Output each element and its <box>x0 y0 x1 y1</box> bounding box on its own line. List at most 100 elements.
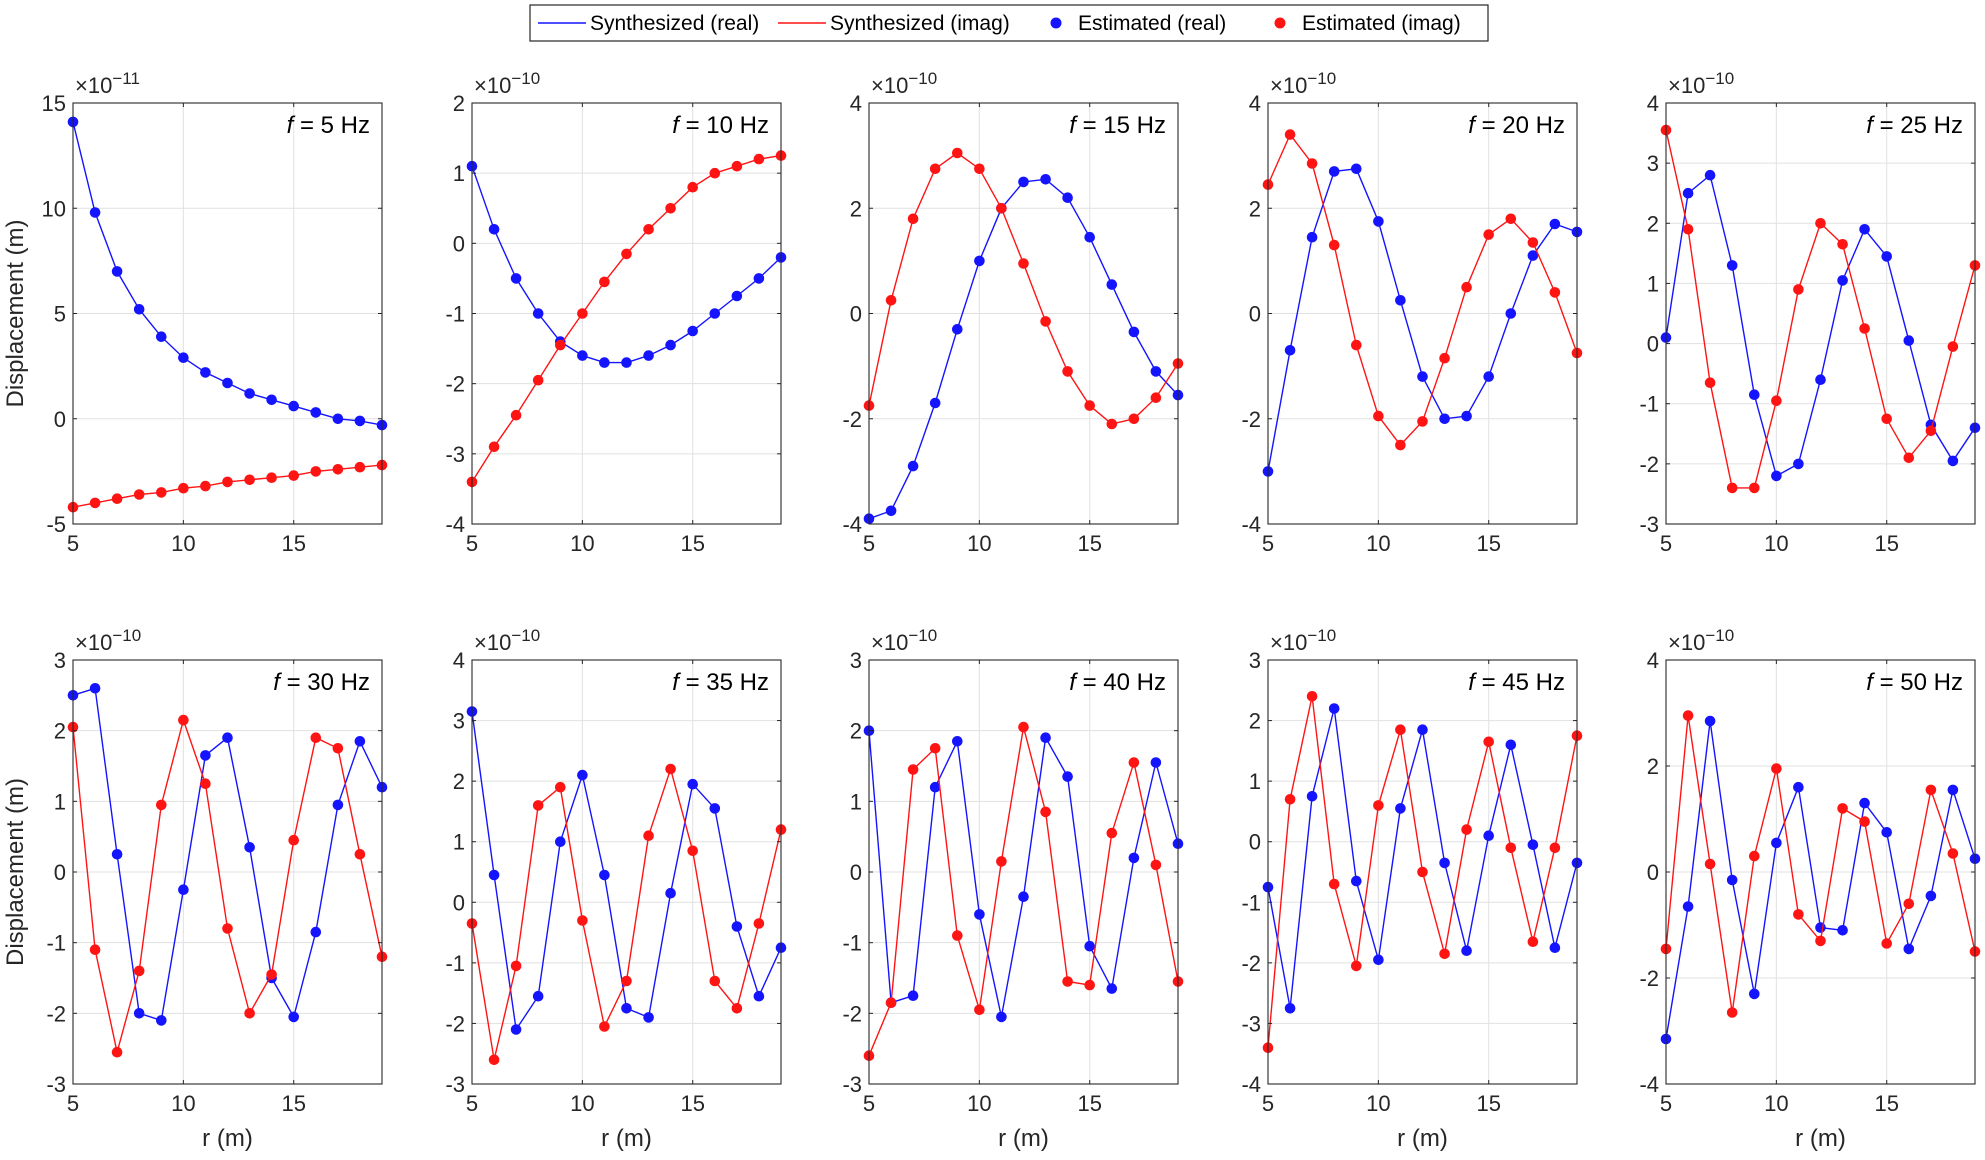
estimated-real-point <box>974 909 985 920</box>
exponent-base: ×10 <box>1668 630 1705 655</box>
estimated-imag-point <box>1904 899 1915 910</box>
frequency-annotation: f = 40 Hz <box>1069 669 1166 696</box>
y-tick-label: -3 <box>842 1072 862 1097</box>
exponent-label: ×10−10 <box>1270 626 1336 655</box>
estimated-real-point <box>112 266 123 277</box>
estimated-real-point <box>1285 345 1296 356</box>
estimated-real-point <box>710 308 721 319</box>
estimated-imag-point <box>665 764 676 775</box>
estimated-real-point <box>1881 251 1892 262</box>
estimated-real-point <box>112 849 123 860</box>
estimated-real-point <box>200 367 211 378</box>
estimated-real-point <box>1749 389 1760 400</box>
estimated-imag-point <box>1727 483 1738 494</box>
y-tick-label: 2 <box>453 769 465 794</box>
frequency-annotation: f = 50 Hz <box>1866 669 1963 696</box>
estimated-real-point <box>974 256 985 267</box>
frequency-value: = 35 Hz <box>679 669 769 696</box>
x-tick-label: 5 <box>67 531 79 556</box>
estimated-real-point <box>1771 471 1782 482</box>
estimated-imag-point <box>908 214 919 225</box>
estimated-imag-point <box>244 1008 255 1019</box>
y-tick-label: -1 <box>445 302 465 327</box>
y-tick-label: 1 <box>1647 271 1659 296</box>
estimated-real-point <box>952 736 963 747</box>
estimated-imag-point <box>355 849 366 860</box>
estimated-imag-point <box>511 961 522 972</box>
exponent-label: ×10−10 <box>474 626 540 655</box>
estimated-real-point <box>1329 703 1340 714</box>
y-tick-label: 5 <box>54 302 66 327</box>
estimated-real-point <box>687 779 698 790</box>
exponent-power: −10 <box>1705 69 1734 88</box>
y-tick-label: 0 <box>54 407 66 432</box>
estimated-imag-point <box>288 835 299 846</box>
exponent-base: ×10 <box>1668 73 1705 98</box>
estimated-real-point <box>489 870 500 881</box>
estimated-imag-point <box>1771 395 1782 406</box>
x-tick-label: 5 <box>466 1091 478 1116</box>
estimated-imag-point <box>1329 879 1340 890</box>
y-tick-label: 1 <box>453 161 465 186</box>
estimated-real-point <box>1837 275 1848 286</box>
estimated-real-point <box>134 304 145 315</box>
exponent-base: ×10 <box>1270 630 1307 655</box>
estimated-imag-point <box>886 997 897 1008</box>
estimated-imag-point <box>1285 129 1296 140</box>
estimated-real-point <box>178 884 189 895</box>
estimated-imag-point <box>1550 843 1561 854</box>
estimated-imag-point <box>1417 416 1428 427</box>
x-tick-label: 10 <box>967 531 991 556</box>
exponent-power: −10 <box>1307 69 1336 88</box>
exponent-power: −10 <box>1705 626 1734 645</box>
estimated-real-point <box>355 416 366 427</box>
estimated-imag-point <box>1550 287 1561 298</box>
estimated-imag-point <box>90 944 101 955</box>
estimated-real-point <box>1084 941 1095 952</box>
estimated-imag-point <box>1129 757 1140 768</box>
estimated-imag-point <box>1461 282 1472 293</box>
estimated-real-point <box>952 324 963 335</box>
x-tick-label: 10 <box>1366 1091 1390 1116</box>
y-tick-label: -3 <box>46 1072 66 1097</box>
y-tick-label: -2 <box>445 372 465 397</box>
estimated-imag-point <box>754 154 765 165</box>
x-tick-label: 15 <box>1077 531 1101 556</box>
estimated-real-point <box>1018 891 1029 902</box>
x-tick-label: 10 <box>967 1091 991 1116</box>
y-tick-label: 3 <box>453 709 465 734</box>
x-tick-label: 5 <box>67 1091 79 1116</box>
y-tick-label: 0 <box>1249 302 1261 327</box>
estimated-imag-point <box>266 969 277 980</box>
y-tick-label: 1 <box>1249 769 1261 794</box>
estimated-real-point <box>1373 216 1384 227</box>
estimated-imag-point <box>288 470 299 481</box>
estimated-imag-point <box>1881 938 1892 949</box>
legend-marker-swatch <box>1275 18 1286 29</box>
y-tick-label: -3 <box>1639 512 1659 537</box>
estimated-imag-point <box>1329 240 1340 251</box>
estimated-imag-point <box>1439 353 1450 364</box>
y-tick-label: 0 <box>453 231 465 256</box>
estimated-real-point <box>288 401 299 412</box>
estimated-real-point <box>355 736 366 747</box>
estimated-real-point <box>1528 839 1539 850</box>
estimated-real-point <box>1705 170 1716 181</box>
estimated-imag-point <box>1373 411 1384 422</box>
exponent-power: −10 <box>908 626 937 645</box>
estimated-imag-point <box>1107 419 1118 430</box>
y-tick-label: 2 <box>1249 709 1261 734</box>
frequency-value: = 5 Hz <box>293 112 370 139</box>
frequency-annotation: f = 25 Hz <box>1866 112 1963 139</box>
frequency-value: = 45 Hz <box>1475 669 1565 696</box>
estimated-real-point <box>1307 232 1318 243</box>
estimated-imag-point <box>1395 724 1406 735</box>
legend-label: Estimated (imag) <box>1302 12 1461 35</box>
x-axis-label: r (m) <box>1795 1125 1846 1152</box>
estimated-imag-point <box>511 410 522 421</box>
estimated-real-point <box>333 800 344 811</box>
estimated-real-point <box>1727 875 1738 886</box>
estimated-real-point <box>1062 771 1073 782</box>
estimated-imag-point <box>577 915 588 926</box>
estimated-imag-point <box>974 164 985 175</box>
